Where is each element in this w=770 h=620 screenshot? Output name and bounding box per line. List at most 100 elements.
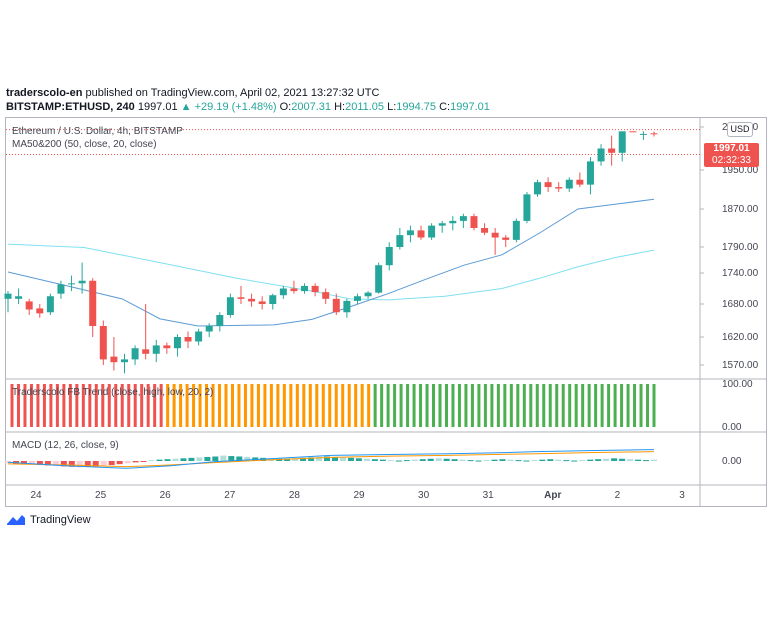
ma-indicator-label[interactable]: MA50&200 (50, close, 20, close) — [12, 139, 157, 150]
macd-histogram-bar — [284, 459, 291, 461]
trend-bar — [192, 384, 196, 427]
candle-body — [258, 301, 266, 304]
trend-bar — [10, 384, 14, 427]
trend-bar — [75, 384, 79, 427]
macd-histogram-bar — [156, 459, 163, 461]
low-label: L: — [387, 101, 397, 113]
high-value: 2011.05 — [345, 101, 385, 113]
trend-indicator-label[interactable]: Traderscolo FB Trend (close, high, low, … — [12, 387, 214, 398]
time-tick-label: 3 — [679, 490, 685, 501]
trend-bar — [393, 384, 397, 427]
low-value: 1994.75 — [396, 101, 437, 113]
trend-bar — [386, 384, 390, 427]
trend-bar — [490, 384, 494, 427]
publish-line: traderscolo-en published on TradingView.… — [6, 87, 379, 99]
macd-histogram-bar — [427, 458, 434, 461]
candle-body — [565, 179, 573, 189]
trend-bar — [613, 384, 617, 427]
symbol-label: BITSTAMP:ETHUSD, 240 — [6, 101, 135, 113]
macd-histogram-bar — [196, 457, 203, 461]
trend-bar — [646, 384, 650, 427]
trend-bar — [626, 384, 630, 427]
trend-bar — [522, 384, 526, 427]
macd-histogram-bar — [236, 456, 243, 461]
open-value: 2007.31 — [291, 101, 332, 113]
candle-body — [46, 296, 54, 313]
candle-body — [131, 348, 139, 360]
trend-bar — [496, 384, 500, 427]
change-value: +29.19 (+1.48%) — [194, 101, 277, 113]
trend-bar — [529, 384, 533, 427]
macd-histogram-bar — [44, 461, 51, 466]
candle-body — [396, 235, 404, 247]
trend-bar — [548, 384, 552, 427]
candle-body — [142, 349, 150, 354]
macd-line — [7, 449, 655, 469]
macd-histogram-bar — [84, 461, 91, 467]
macd-histogram-bar — [499, 459, 506, 461]
trend-bar — [289, 384, 293, 427]
open-label: O: — [279, 101, 292, 113]
candle-body — [481, 228, 489, 233]
macd-indicator-label[interactable]: MACD (12, 26, close, 9) — [12, 440, 119, 451]
currency-button[interactable]: USD — [727, 122, 753, 137]
author-name[interactable]: traderscolo-en — [6, 87, 83, 99]
macd-signal-line — [7, 451, 655, 468]
candle-body — [57, 284, 65, 294]
time-tick-label: 30 — [418, 490, 430, 501]
macd-histogram-bar — [116, 461, 123, 465]
candle-body — [216, 315, 224, 326]
trend-bar — [68, 384, 72, 427]
macd-histogram-bar — [300, 457, 307, 461]
trend-bar — [412, 384, 416, 427]
trend-bar — [243, 384, 247, 427]
candle-body — [639, 133, 647, 135]
macd-histogram-bar — [244, 456, 251, 461]
trend-bar — [198, 384, 202, 427]
trend-bar — [639, 384, 643, 427]
candle-body — [322, 292, 330, 299]
macd-histogram-bar — [188, 457, 195, 461]
macd-histogram-bar — [379, 459, 386, 461]
ohlc-line: BITSTAMP:ETHUSD, 240 1997.01 ▲ +29.19 (+… — [6, 101, 490, 113]
candle-body — [385, 247, 393, 266]
macd-histogram-bar — [627, 459, 634, 461]
candle-body — [237, 297, 245, 299]
trend-bar — [373, 384, 377, 427]
macd-histogram-bar — [531, 460, 538, 462]
time-tick-label: 27 — [224, 490, 236, 501]
candle-body — [586, 161, 594, 185]
macd-histogram-bar — [395, 460, 402, 462]
time-tick-label: 28 — [289, 490, 301, 501]
candle-body — [205, 326, 213, 332]
macd-histogram-bar — [563, 460, 570, 462]
footer-brand[interactable]: TradingView — [6, 514, 91, 526]
trend-bar — [81, 384, 85, 427]
macd-histogram-bar — [435, 458, 442, 461]
trend-bar — [211, 384, 215, 427]
trend-bar — [107, 384, 111, 427]
price-tag-countdown: 02:32:33 — [712, 155, 751, 166]
candle-body — [417, 230, 425, 238]
macd-histogram-bar — [316, 456, 323, 461]
trend-bar — [29, 384, 33, 427]
trend-bar — [470, 384, 474, 427]
change-up-icon: ▲ — [180, 101, 192, 113]
trend-bar — [581, 384, 585, 427]
last-price-tag: 1997.01 02:32:33 — [704, 143, 759, 167]
trend-bar — [159, 384, 163, 427]
time-tick-label: 29 — [353, 490, 365, 501]
trend-bar — [205, 384, 209, 427]
macd-histogram-bar — [443, 458, 450, 461]
macd-histogram-bar — [555, 459, 562, 461]
trend-bar — [347, 384, 351, 427]
trend-bar — [380, 384, 384, 427]
trend-bar — [652, 384, 656, 427]
macd-histogram-bar — [124, 461, 131, 464]
macd-histogram-bar — [355, 458, 362, 461]
price-tick-label: 1740.00 — [722, 268, 759, 279]
time-tick-label: 25 — [95, 490, 107, 501]
macd-histogram-bar — [339, 457, 346, 461]
candle-body — [68, 283, 76, 285]
